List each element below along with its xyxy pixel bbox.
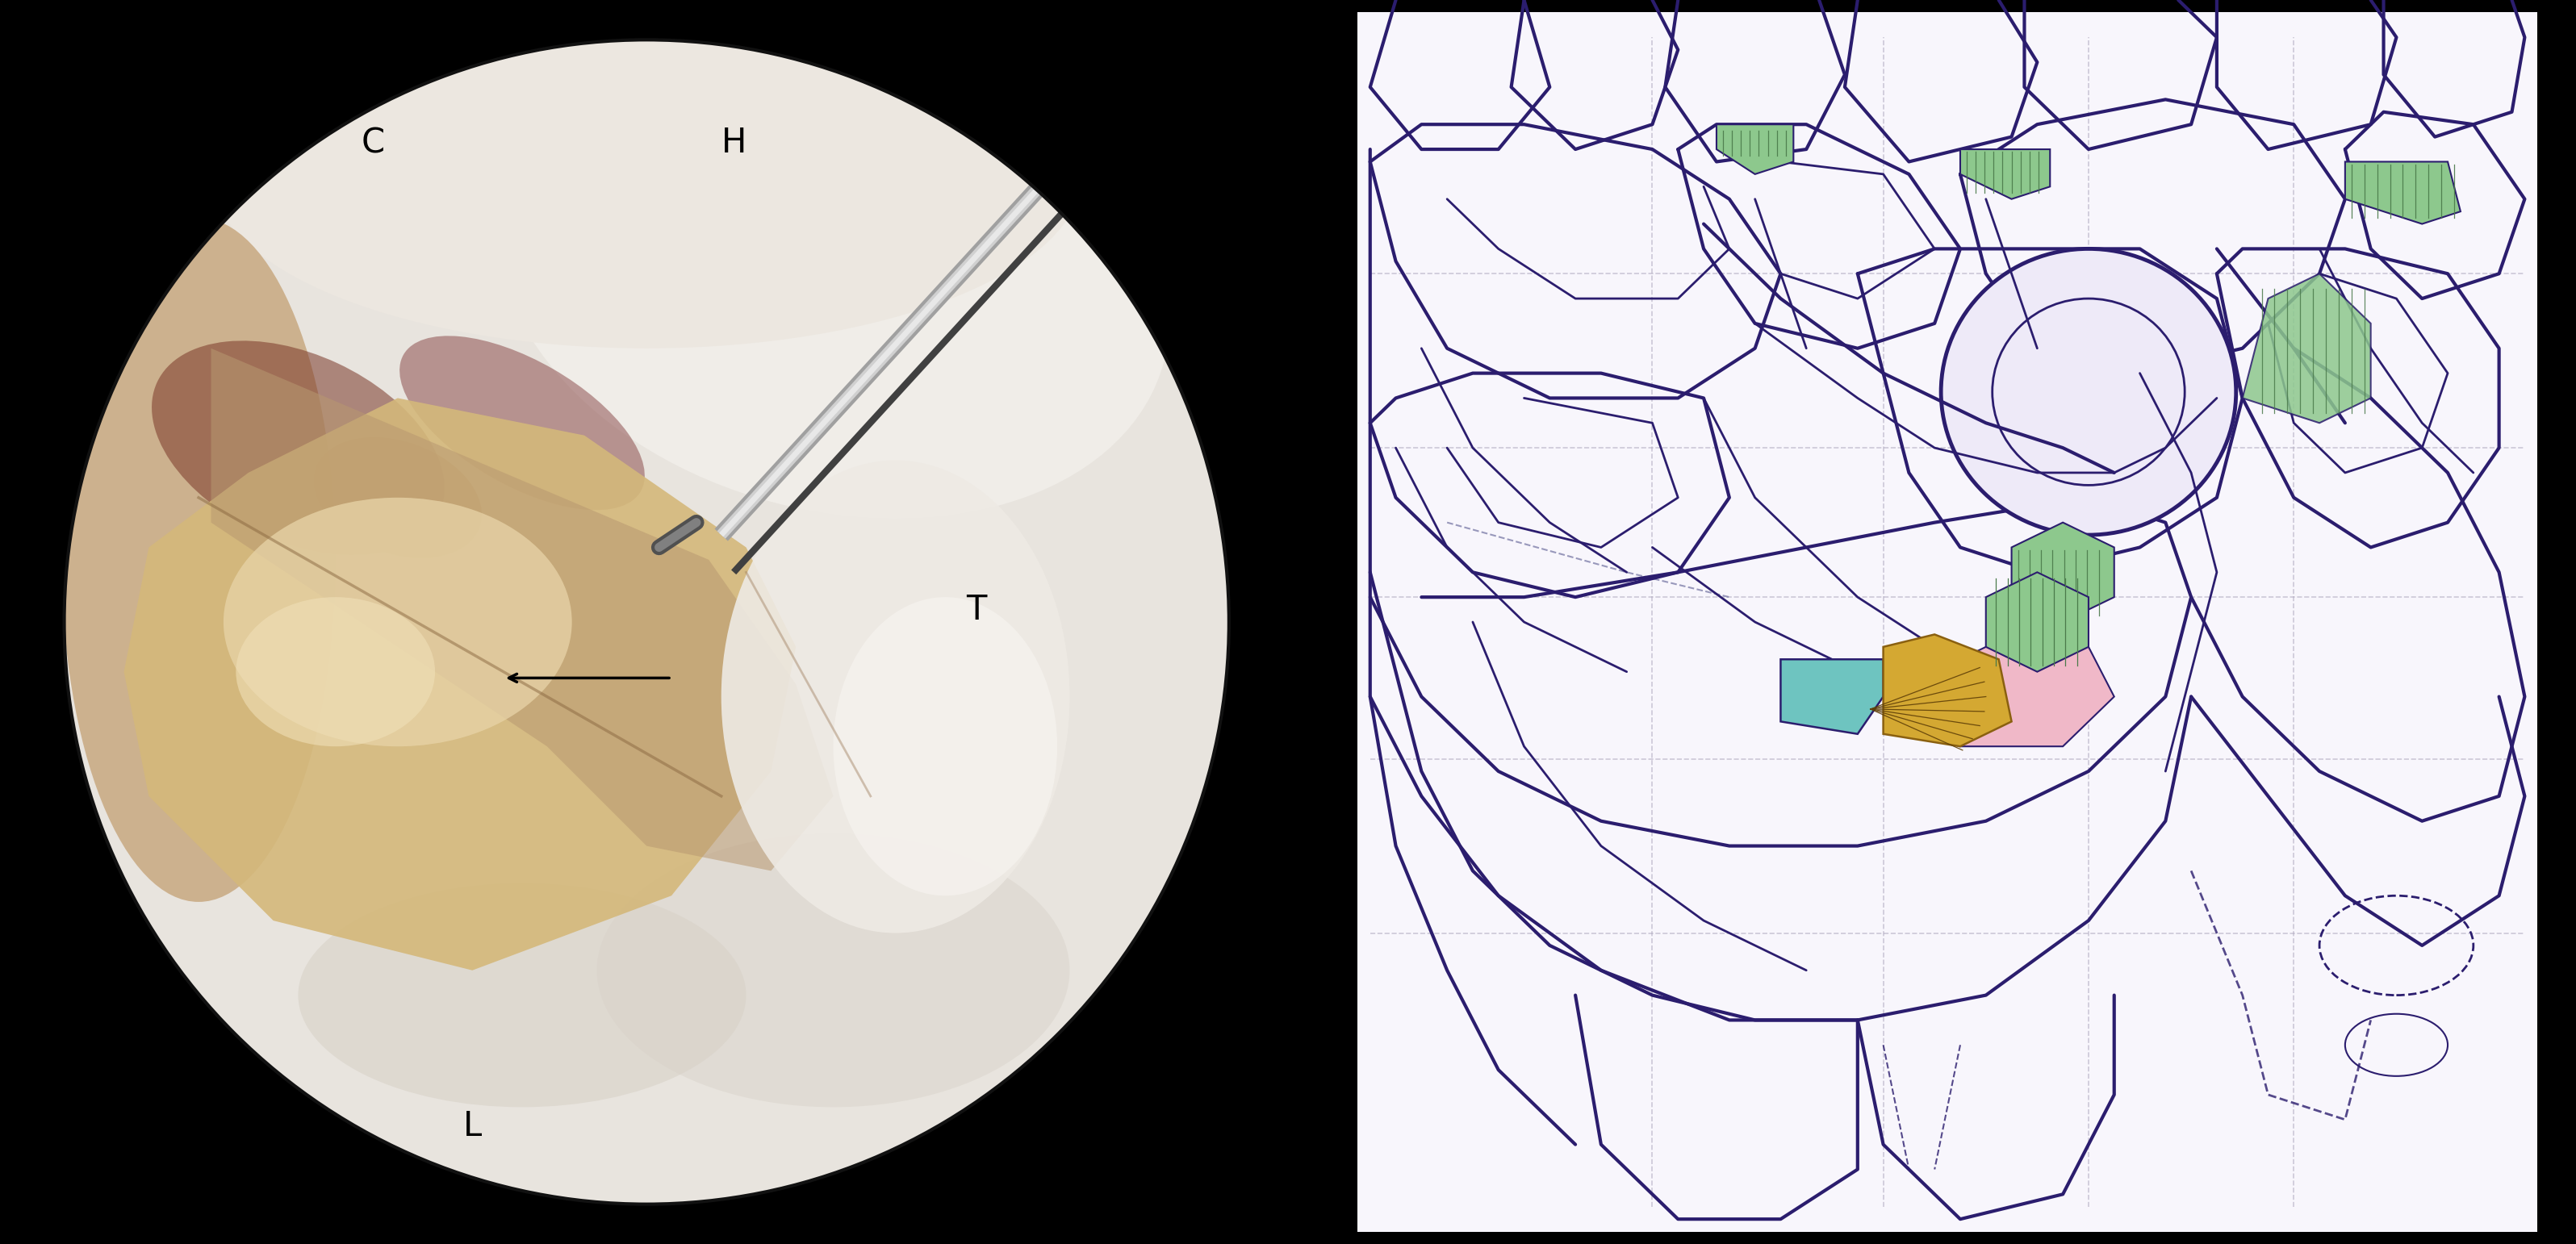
Ellipse shape bbox=[62, 218, 335, 902]
Ellipse shape bbox=[211, 0, 1082, 348]
Ellipse shape bbox=[399, 336, 644, 510]
Ellipse shape bbox=[497, 29, 1170, 519]
Ellipse shape bbox=[314, 437, 482, 559]
Text: C: C bbox=[361, 126, 384, 160]
Ellipse shape bbox=[237, 597, 435, 746]
Circle shape bbox=[1940, 249, 2236, 535]
Text: H: H bbox=[721, 126, 747, 160]
Ellipse shape bbox=[224, 498, 572, 746]
Ellipse shape bbox=[721, 460, 1069, 933]
Polygon shape bbox=[1960, 149, 2050, 199]
Polygon shape bbox=[2012, 522, 2115, 622]
Polygon shape bbox=[124, 398, 796, 970]
Ellipse shape bbox=[598, 833, 1069, 1107]
Text: L: L bbox=[464, 1108, 482, 1143]
Polygon shape bbox=[1986, 572, 2089, 672]
Polygon shape bbox=[2344, 162, 2460, 224]
Text: T: T bbox=[966, 592, 987, 627]
Polygon shape bbox=[1716, 124, 1793, 174]
Ellipse shape bbox=[299, 883, 747, 1107]
Circle shape bbox=[64, 40, 1229, 1204]
Polygon shape bbox=[1780, 659, 1883, 734]
Polygon shape bbox=[1960, 634, 2115, 746]
Ellipse shape bbox=[152, 341, 446, 555]
Polygon shape bbox=[211, 348, 832, 871]
Polygon shape bbox=[1883, 634, 2012, 746]
Polygon shape bbox=[2244, 274, 2370, 423]
Ellipse shape bbox=[832, 597, 1056, 896]
